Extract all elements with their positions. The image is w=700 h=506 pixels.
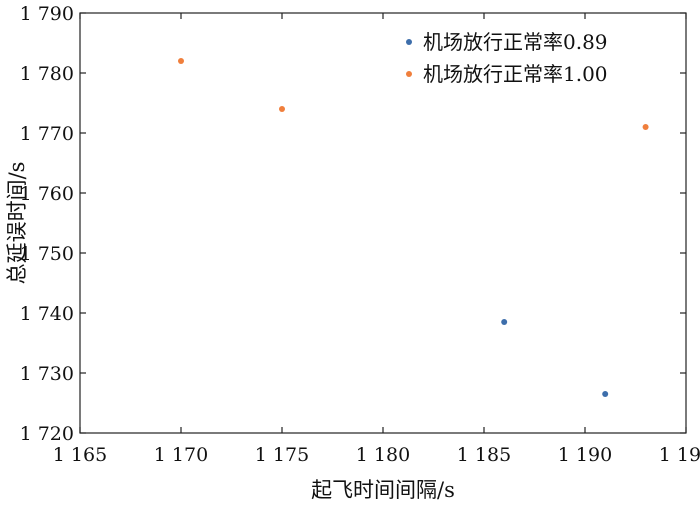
y-tick-label: 1 790	[20, 3, 74, 25]
y-tick-label: 1 750	[20, 243, 74, 265]
legend-marker-series-1	[406, 39, 412, 45]
x-tick-label: 1 190	[558, 444, 612, 466]
x-tick-label: 1 170	[154, 444, 208, 466]
legend-marker-series-2	[406, 71, 412, 77]
x-tick-label: 1 185	[457, 444, 511, 466]
legend: 机场放行正常率0.89 机场放行正常率1.00	[406, 30, 608, 86]
y-tick-label: 1 760	[20, 183, 74, 205]
x-axis-title: 起飞时间间隔/s	[311, 478, 455, 502]
y-tick-label: 1 730	[20, 363, 74, 385]
data-point-series-1	[501, 319, 508, 325]
x-tick-label: 1 165	[53, 444, 107, 466]
data-point-series-1	[602, 391, 609, 397]
y-axis-ticks: 1 720 1 730 1 740 1 750 1 760 1 770 1 780 1 790	[20, 3, 686, 445]
y-tick-label: 1 720	[20, 423, 74, 445]
data-point-series-2	[279, 106, 285, 112]
x-axis-ticks: 1 165 1 170 1 175 1 180 1 185 1 190 1 195	[53, 13, 700, 466]
x-tick-label: 1 180	[356, 444, 410, 466]
x-tick-label: 1 195	[659, 444, 700, 466]
x-tick-label: 1 175	[255, 444, 309, 466]
legend-label-series-1: 机场放行正常率0.89	[423, 30, 608, 54]
y-tick-label: 1 770	[20, 123, 74, 145]
data-point-series-2	[642, 124, 649, 130]
y-axis-title: 总延误时间/s	[5, 162, 29, 285]
data-point-series-2	[178, 58, 184, 64]
legend-label-series-2: 机场放行正常率1.00	[423, 62, 608, 86]
y-tick-label: 1 740	[20, 303, 74, 325]
y-tick-label: 1 780	[20, 63, 74, 85]
data-points	[178, 58, 649, 397]
